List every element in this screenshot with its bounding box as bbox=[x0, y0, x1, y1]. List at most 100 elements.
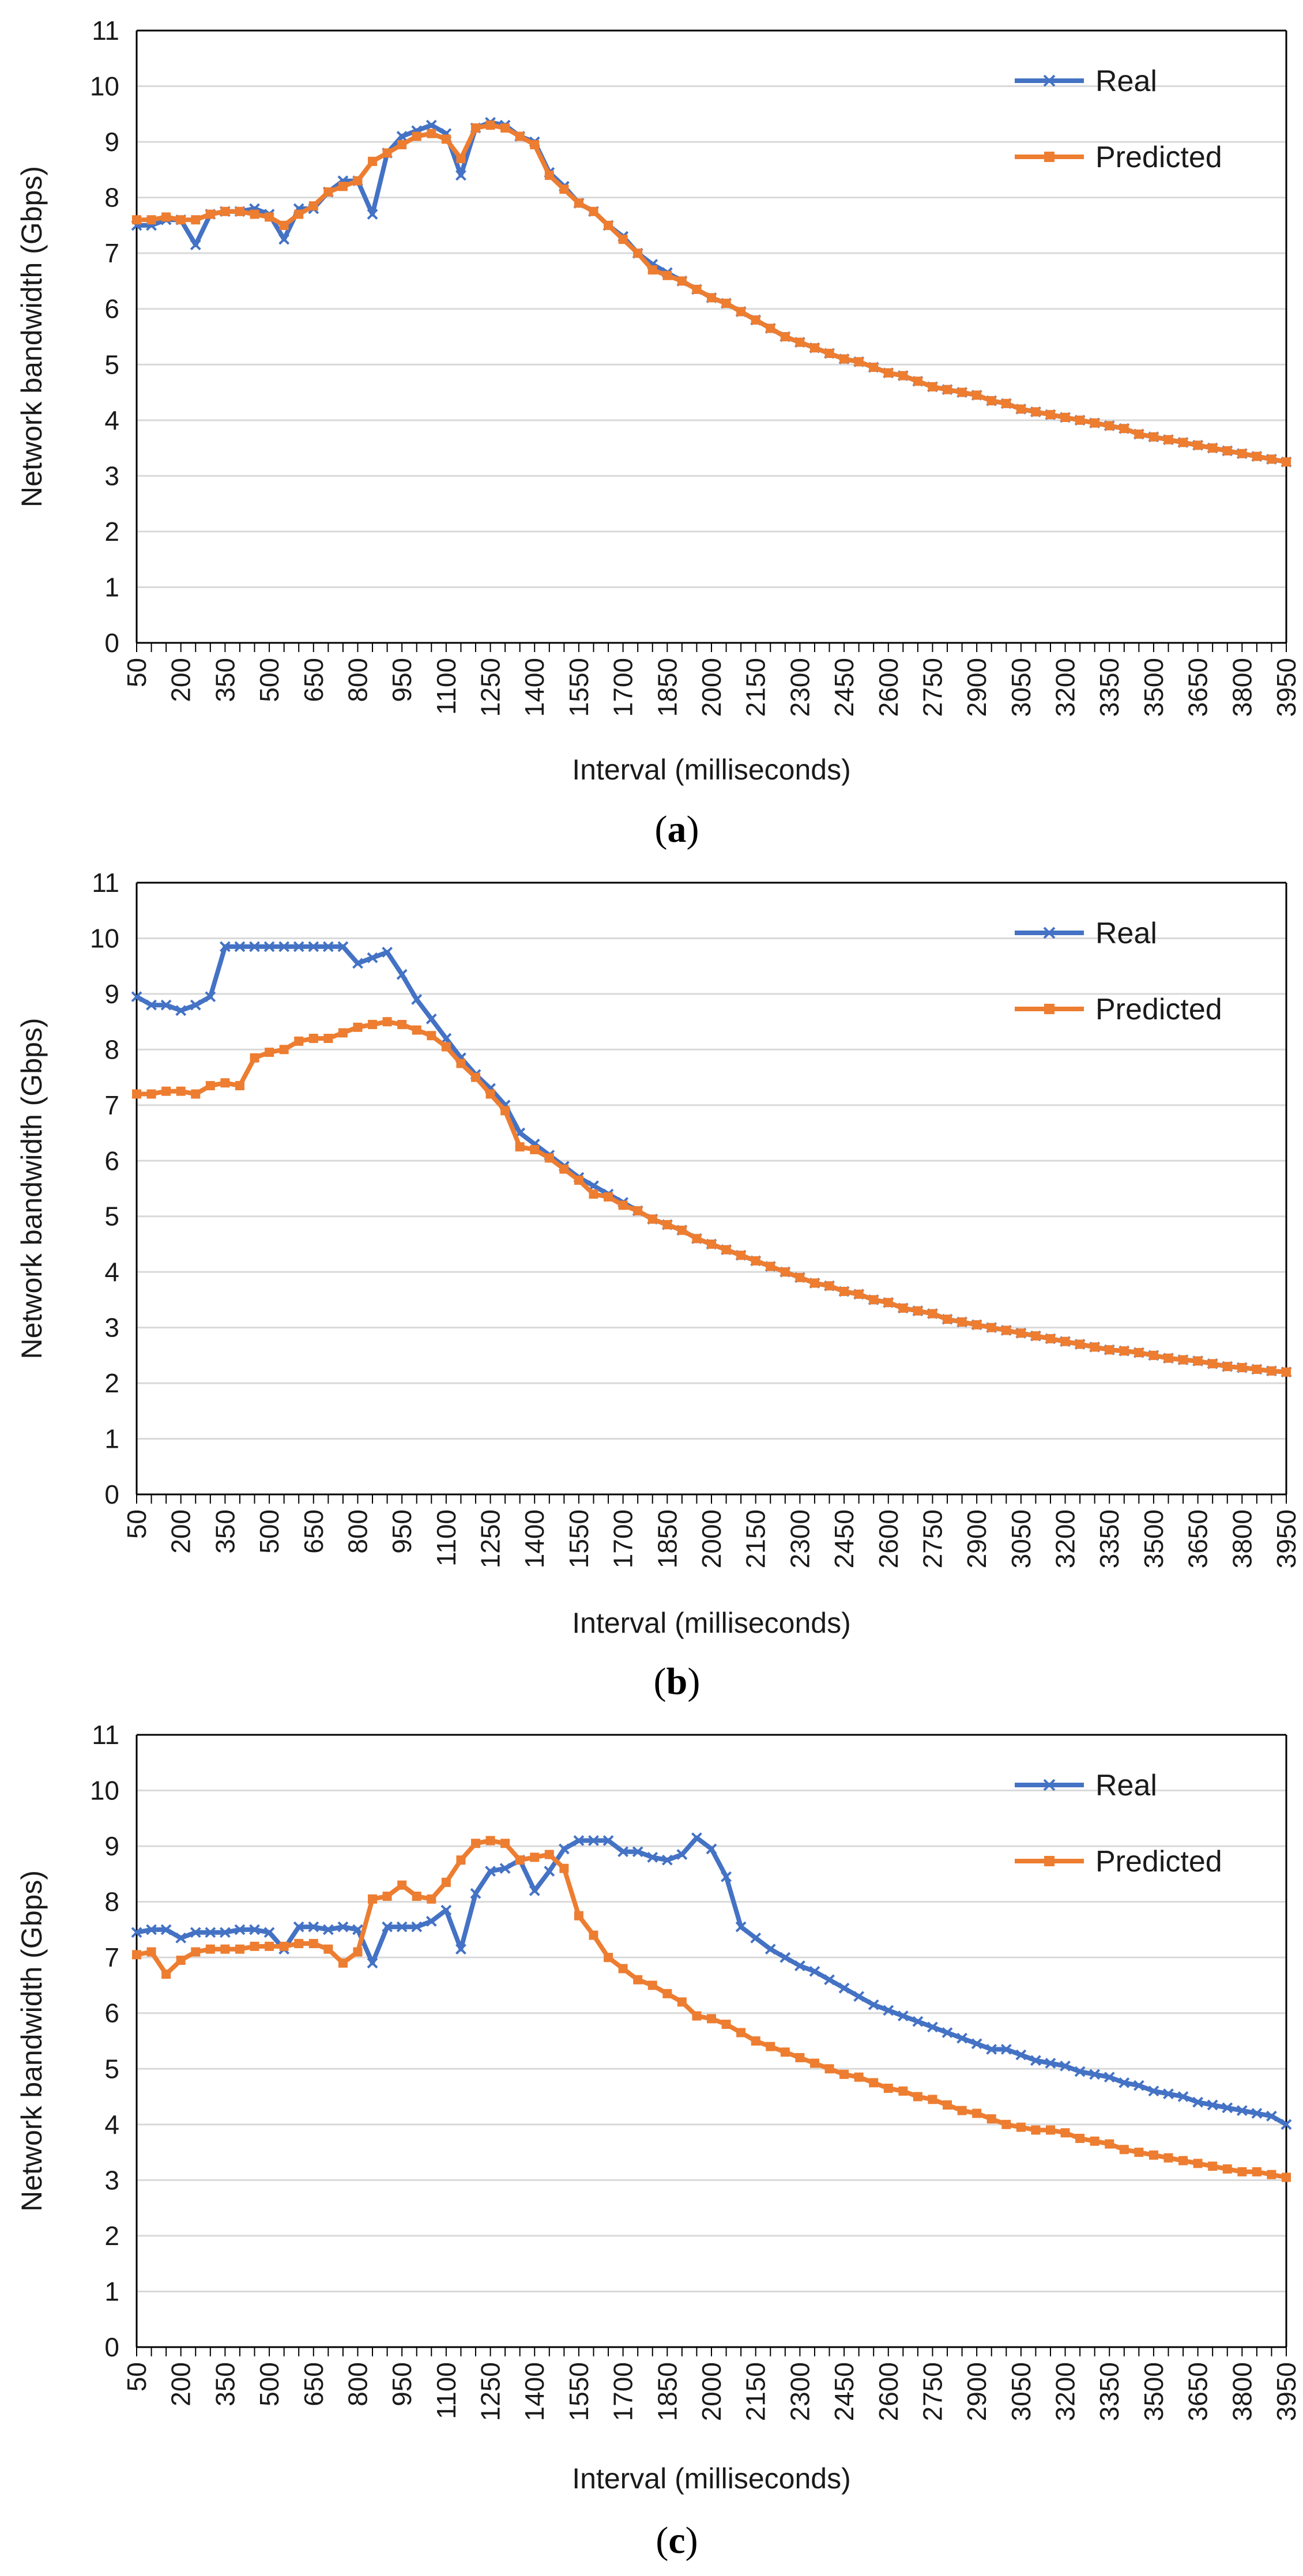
x-tick-label: 950 bbox=[387, 1509, 417, 1554]
x-tick-label: 950 bbox=[387, 658, 417, 702]
data-point bbox=[470, 1072, 480, 1082]
data-point bbox=[441, 1042, 451, 1052]
data-point bbox=[1237, 449, 1247, 458]
data-point bbox=[338, 182, 348, 191]
legend-item-real: Real bbox=[1015, 1769, 1157, 1802]
data-point bbox=[707, 1239, 716, 1249]
y-tick-label: 6 bbox=[104, 294, 119, 324]
x-tick-label: 3500 bbox=[1139, 1509, 1169, 1568]
data-point bbox=[809, 1278, 819, 1288]
data-point bbox=[913, 1306, 922, 1316]
data-point bbox=[1193, 2159, 1203, 2168]
data-point bbox=[824, 348, 834, 358]
data-point bbox=[175, 1005, 187, 1016]
data-point bbox=[382, 947, 393, 958]
data-point bbox=[602, 1835, 614, 1846]
data-point bbox=[161, 212, 171, 222]
y-tick-label: 2 bbox=[104, 2221, 119, 2251]
data-point bbox=[396, 131, 408, 142]
x-tick-label: 2450 bbox=[829, 2362, 859, 2421]
data-point bbox=[176, 1956, 186, 1965]
data-point bbox=[293, 1921, 304, 1933]
data-point bbox=[323, 1944, 333, 1954]
data-point bbox=[1251, 2108, 1263, 2119]
data-point bbox=[588, 1835, 599, 1846]
data-point bbox=[220, 1944, 230, 1954]
data-point bbox=[1030, 2055, 1041, 2066]
data-point bbox=[677, 276, 687, 286]
x-axis-title: Interval (milliseconds) bbox=[572, 2462, 850, 2495]
data-point bbox=[1074, 2066, 1086, 2077]
panel-label: (b) bbox=[654, 1660, 701, 1703]
data-point bbox=[322, 941, 334, 952]
data-point bbox=[1208, 1359, 1218, 1369]
data-point bbox=[1089, 2069, 1101, 2080]
data-point bbox=[294, 1939, 304, 1949]
data-point bbox=[322, 1924, 334, 1935]
data-point bbox=[1015, 2049, 1027, 2061]
data-point bbox=[617, 1846, 629, 1858]
x-tick-label: 3050 bbox=[1006, 1509, 1036, 1568]
data-point bbox=[544, 1866, 555, 1877]
legend-label: Predicted bbox=[1095, 141, 1222, 174]
y-tick-label: 6 bbox=[104, 1146, 119, 1176]
data-point bbox=[411, 994, 423, 1005]
x-tick-label: 500 bbox=[254, 2362, 284, 2406]
data-point bbox=[1016, 1328, 1026, 1338]
data-point bbox=[1134, 429, 1144, 439]
data-point bbox=[1222, 446, 1232, 455]
data-point bbox=[175, 1932, 187, 1944]
data-point bbox=[131, 1927, 142, 1938]
x-tick-label: 1550 bbox=[564, 658, 594, 717]
data-point bbox=[1075, 1339, 1085, 1349]
data-point bbox=[338, 1028, 348, 1038]
data-point bbox=[1119, 424, 1129, 434]
x-tick-label: 1850 bbox=[652, 1509, 682, 1568]
data-point bbox=[898, 371, 908, 381]
data-point bbox=[1282, 1367, 1291, 1377]
x-tick-label: 350 bbox=[210, 2362, 240, 2406]
data-point bbox=[1134, 2148, 1144, 2157]
data-point bbox=[898, 1303, 908, 1313]
data-point bbox=[235, 1081, 244, 1091]
data-point bbox=[412, 1891, 421, 1901]
data-point bbox=[470, 1839, 480, 1848]
data-point bbox=[146, 999, 157, 1011]
data-point bbox=[308, 1034, 318, 1044]
data-point bbox=[647, 265, 657, 275]
data-point bbox=[427, 129, 436, 138]
x-tick-label: 2450 bbox=[829, 1509, 859, 1568]
data-point bbox=[589, 1189, 598, 1199]
data-point bbox=[235, 1944, 244, 1954]
data-point bbox=[470, 123, 480, 133]
data-point bbox=[942, 2027, 953, 2038]
data-point bbox=[412, 1025, 421, 1035]
data-point bbox=[249, 1924, 260, 1935]
data-point bbox=[353, 176, 363, 186]
y-tick-label: 4 bbox=[104, 405, 119, 435]
panel-label-open: ( bbox=[655, 808, 668, 850]
legend-marker bbox=[1043, 1779, 1056, 1791]
y-tick-label: 10 bbox=[90, 71, 119, 101]
x-tick-label: 2600 bbox=[873, 1509, 903, 1568]
y-tick-label: 3 bbox=[104, 461, 119, 491]
data-point bbox=[780, 332, 790, 341]
data-point bbox=[604, 220, 613, 230]
series-predicted bbox=[132, 1836, 1291, 2182]
data-point bbox=[824, 1281, 834, 1291]
x-tick-label: 3950 bbox=[1271, 1509, 1301, 1568]
data-point bbox=[308, 1939, 318, 1949]
panel-label: (a) bbox=[655, 808, 699, 850]
data-point bbox=[308, 941, 319, 952]
data-point bbox=[618, 1200, 628, 1210]
data-point bbox=[927, 2021, 938, 2033]
data-point bbox=[809, 2058, 819, 2068]
data-point bbox=[544, 1153, 554, 1163]
data-point bbox=[1282, 2172, 1291, 2182]
data-point bbox=[1252, 451, 1261, 461]
x-tick-label: 1400 bbox=[519, 2362, 549, 2421]
data-point bbox=[661, 1854, 673, 1866]
data-point bbox=[943, 2100, 952, 2110]
data-point bbox=[692, 284, 702, 294]
data-point bbox=[573, 1835, 585, 1846]
